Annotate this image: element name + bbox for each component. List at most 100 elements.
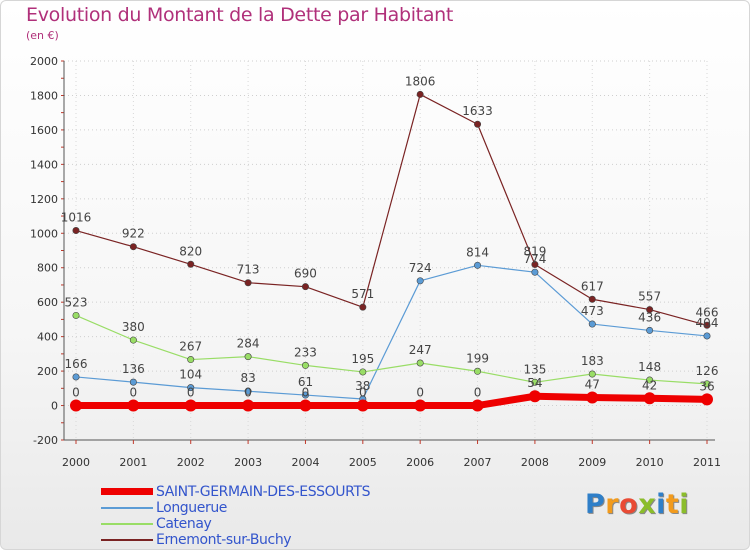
data-label: 104 (179, 368, 202, 382)
x-tick-label: 2003 (234, 456, 262, 469)
x-tick-label: 2001 (119, 456, 147, 469)
x-tick-label: 2004 (291, 456, 319, 469)
data-label: 38 (355, 379, 370, 393)
logo-letter: r (605, 489, 620, 520)
data-point (531, 260, 539, 268)
data-point (301, 391, 309, 399)
logo-letter: o (619, 489, 639, 520)
data-point (588, 370, 596, 378)
series-line-0 (72, 392, 711, 410)
data-point (187, 260, 195, 268)
data-point (184, 399, 197, 412)
data-label: 404 (696, 316, 719, 330)
proxiti-logo: Proxiti (585, 489, 689, 520)
data-point (586, 391, 599, 404)
data-point (703, 321, 711, 329)
data-point (474, 261, 482, 269)
data-label: 820 (179, 244, 202, 258)
y-tick-label: 2000 (30, 55, 58, 68)
series-line-2 (75, 314, 708, 385)
data-point (72, 373, 80, 381)
logo-letter: x (638, 489, 657, 520)
data-point (187, 384, 195, 392)
legend-label: SAINT-GERMAIN-DES-ESSOURTS (156, 484, 371, 500)
data-label: 148 (638, 360, 661, 374)
data-point (588, 295, 596, 303)
x-tick-label: 2000 (62, 456, 90, 469)
data-label: 617 (581, 279, 604, 293)
legend-swatch (101, 507, 153, 509)
data-label: 557 (638, 290, 661, 304)
data-label: 199 (466, 351, 489, 365)
data-point (416, 90, 424, 98)
data-point (187, 356, 195, 364)
y-tick-label: 200 (37, 365, 58, 378)
data-point (242, 399, 255, 412)
data-label: 466 (696, 305, 719, 319)
data-label: 1016 (61, 211, 92, 225)
data-label: 0 (187, 386, 195, 400)
data-label: 36 (699, 379, 714, 393)
data-label: 166 (65, 357, 88, 371)
legend-label: Ernemont-sur-Buchy (156, 532, 292, 548)
legend-label: Longuerue (156, 500, 228, 516)
data-label: 724 (409, 261, 432, 275)
data-point (129, 378, 137, 386)
data-point (299, 399, 312, 412)
data-label: 0 (359, 386, 367, 400)
data-label: 47 (585, 377, 600, 391)
x-tick-label: 2008 (521, 456, 549, 469)
y-tick-label: 1600 (30, 124, 58, 137)
y-tick-label: 0 (51, 400, 58, 413)
data-label: 195 (351, 352, 374, 366)
data-label: 284 (237, 337, 260, 351)
chart-title: Evolution du Montant de la Dette par Hab… (26, 4, 454, 26)
data-point (414, 399, 427, 412)
data-point (703, 380, 711, 388)
data-label: 690 (294, 267, 317, 281)
data-point (646, 326, 654, 334)
data-label: 61 (298, 375, 313, 389)
y-tick-label: 600 (37, 296, 58, 309)
data-label: 713 (237, 263, 260, 277)
y-tick-label: 800 (37, 262, 58, 275)
data-label: 0 (72, 386, 80, 400)
data-point (474, 367, 482, 375)
x-tick-label: 2011 (693, 456, 721, 469)
chart-subtitle: (en €) (26, 29, 59, 42)
data-label: 267 (179, 340, 202, 354)
data-point (646, 376, 654, 384)
data-label: 1633 (462, 104, 493, 118)
data-label: 436 (638, 310, 661, 324)
data-label: 233 (294, 345, 317, 359)
data-label: 473 (581, 304, 604, 318)
data-point (701, 393, 713, 406)
data-label: 0 (474, 386, 482, 400)
x-tick-label: 2009 (578, 456, 606, 469)
logo-letter: i (656, 489, 666, 520)
data-point (127, 399, 140, 412)
data-point (72, 227, 80, 235)
data-point (244, 279, 252, 287)
data-point (588, 320, 596, 328)
y-tick-label: 1400 (30, 158, 58, 171)
data-label: 1806 (405, 74, 436, 88)
y-tick-label: 1200 (30, 193, 58, 206)
x-tick-label: 2005 (349, 456, 377, 469)
data-label: 380 (122, 320, 145, 334)
legend-swatch (101, 523, 153, 525)
data-label: 247 (409, 343, 432, 357)
data-point (528, 390, 541, 403)
data-point (301, 361, 309, 369)
data-label: 0 (416, 386, 424, 400)
legend-swatch (101, 539, 153, 541)
x-tick-label: 2006 (406, 456, 434, 469)
data-point (646, 306, 654, 314)
y-tick-label: -200 (33, 434, 58, 447)
data-label: 0 (302, 386, 310, 400)
x-tick-label: 2002 (177, 456, 205, 469)
data-point (129, 336, 137, 344)
logo-letter: t (665, 489, 680, 520)
